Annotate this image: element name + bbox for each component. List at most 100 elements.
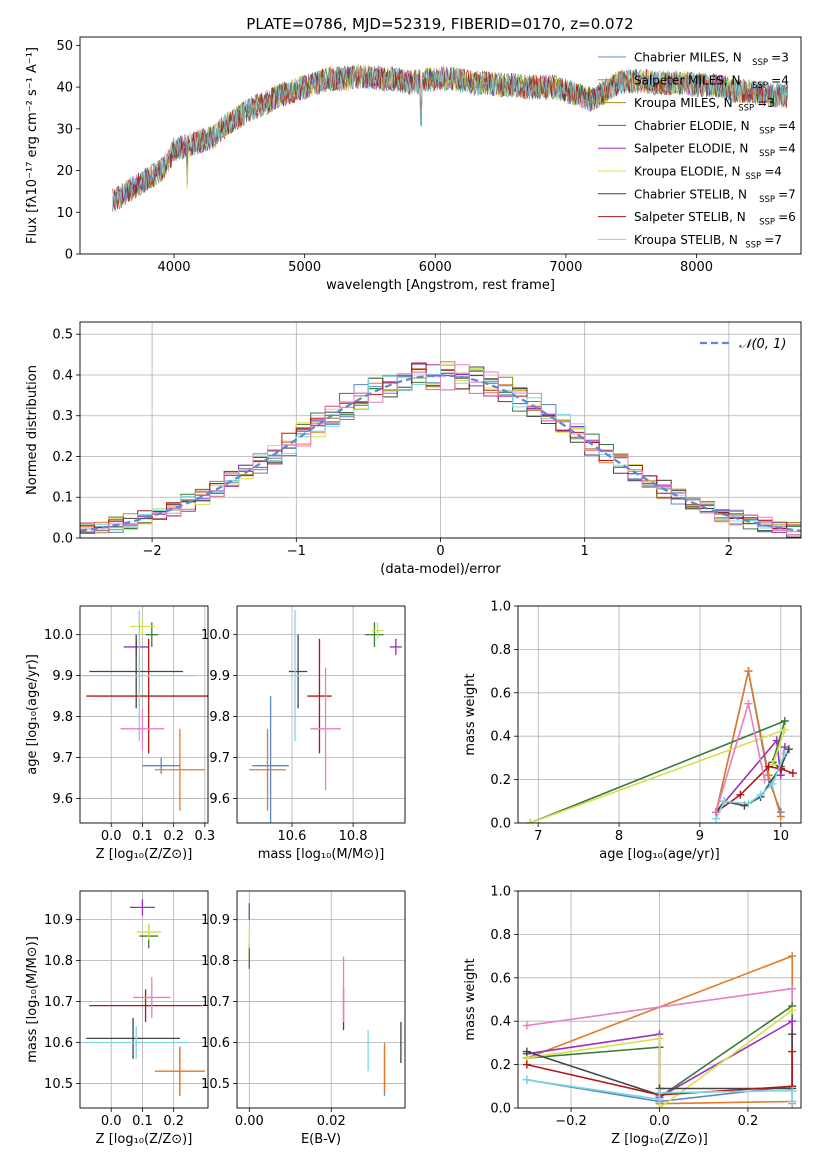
weight-vs-age-panel: 7 8 9 10 0.0 0.2 0.4 0.6 0.8 1.0 age [log₁₀(age/yr… [463, 600, 802, 862]
y-tick-label: 9.8 [209, 710, 230, 725]
x-tick-label: 1 [581, 544, 589, 559]
axes-frame [79, 890, 209, 1109]
weight-marker [655, 1088, 664, 1097]
weight-marker [522, 1047, 531, 1056]
x-tick-label: 5000 [288, 260, 321, 275]
plot-area [249, 610, 402, 823]
weight-marker [788, 1097, 797, 1106]
grid-lines [80, 891, 208, 1108]
legend-subscript: SSP [759, 218, 775, 228]
x-tick-label: 0.02 [317, 1114, 346, 1129]
legend-label: Salpeter ELODIE, N [634, 142, 748, 156]
y-tick-label: 10.7 [201, 995, 230, 1010]
y-tick-label: 10.0 [201, 628, 230, 643]
y-tick-label: 9.6 [52, 792, 73, 807]
x-tick-label: 0.0 [101, 1114, 122, 1129]
y-tick-label: 20 [56, 164, 73, 179]
y-tick-label: 0.1 [52, 491, 73, 506]
x-tick-label: 6000 [419, 260, 452, 275]
x-tick-label: 7 [534, 829, 542, 844]
legend-label: 𝒩(0, 1) [739, 337, 786, 352]
grid-lines [237, 891, 405, 1108]
y-tick-label: 0.5 [52, 328, 73, 343]
y-axis-label: mass weight [463, 673, 478, 755]
weight-marker [760, 775, 769, 784]
y-tick-label: 0.6 [490, 971, 511, 986]
weight-marker [522, 1021, 531, 1030]
legend-label: Chabrier ELODIE, N [634, 119, 750, 133]
y-tick-label: 0 [65, 248, 73, 263]
legend-value: =6 [778, 210, 796, 224]
plot-area [80, 361, 801, 538]
y-tick-label: 40 [56, 81, 73, 96]
x-tick-label: 0.3 [195, 829, 216, 844]
plot-area [522, 952, 797, 1108]
y-axis-label: mass [log₁₀(M/M⊙)] [25, 936, 40, 1063]
weight-marker [788, 1047, 797, 1056]
weight-marker [744, 699, 753, 708]
mass-vs-ebv-panel: 0.00 0.02 10.5 10.6 10.7 10.8 10.9 E(B-V) [201, 890, 406, 1147]
weight-marker [655, 1034, 664, 1043]
weight-marker [776, 812, 785, 821]
plot-area [83, 899, 205, 1096]
weight-marker [768, 779, 777, 788]
y-tick-label: 10.5 [201, 1077, 230, 1092]
legend-subscript: SSP [759, 195, 775, 205]
legend-value: =4 [771, 73, 789, 87]
x-tick-label: 0.2 [163, 1114, 184, 1129]
legend-subscript: SSP [752, 81, 768, 91]
weight-marker [788, 769, 797, 778]
x-tick-label: 8 [615, 829, 623, 844]
weight-marker [522, 1075, 531, 1084]
legend-value: =4 [778, 142, 796, 156]
y-tick-label: 0.4 [490, 730, 511, 745]
x-tick-label: 0.2 [163, 829, 184, 844]
x-tick-label: −1 [287, 544, 306, 559]
weight-marker [788, 952, 797, 961]
legend-label: Chabrier STELIB, N [634, 187, 747, 201]
y-tick-label: 30 [56, 122, 73, 137]
weight-vs-metallicity-panel: −0.2 0.0 0.2 0.0 0.2 0.4 0.6 0.8 1.0 Z [log₁₀(Z/Z… [463, 885, 802, 1147]
legend-value: =3 [771, 51, 789, 65]
y-tick-label: 0.2 [490, 773, 511, 788]
y-tick-label: 50 [56, 39, 73, 54]
y-tick-label: 9.9 [209, 669, 230, 684]
spectrum-line [112, 65, 788, 208]
y-tick-label: 0.8 [490, 643, 511, 658]
weight-marker [736, 790, 745, 799]
x-axis-label: Z [log₁₀(Z/Z⊙)] [96, 1132, 193, 1147]
x-axis-label: wavelength [Angstrom, rest frame] [326, 278, 555, 293]
mass-vs-metallicity-panel: 0.0 0.1 0.2 10.5 10.6 10.7 10.8 10.9 Z [log₁₀(Z/… [25, 890, 209, 1147]
x-axis-label: E(B-V) [301, 1132, 341, 1147]
legend-label: Kroupa STELIB, N [634, 233, 738, 247]
weight-line [715, 670, 782, 813]
legend-subscript: SSP [759, 149, 775, 159]
weight-marker [764, 762, 773, 771]
weight-marker [788, 1017, 797, 1026]
weight-marker [772, 736, 781, 745]
y-tick-label: 9.8 [52, 710, 73, 725]
legend-label: Salpeter MILES, N [634, 73, 741, 87]
weight-line [526, 1051, 793, 1096]
axes-frame [517, 605, 802, 824]
y-tick-label: 10.8 [44, 954, 73, 969]
legend-subscript: SSP [752, 58, 768, 68]
weight-marker [788, 984, 797, 993]
legend-label: Kroupa ELODIE, N [634, 165, 741, 179]
weight-marker [780, 717, 789, 726]
x-tick-label: 10.8 [339, 829, 368, 844]
y-tick-label: 9.6 [209, 792, 230, 807]
legend-subscript: SSP [759, 126, 775, 136]
x-tick-label: 4000 [157, 260, 190, 275]
weight-marker [780, 725, 789, 734]
legend-subscript: SSP [738, 104, 754, 114]
figure-title: PLATE=0786, MJD=52319, FIBERID=0170, z=0… [246, 15, 633, 33]
weight-marker [788, 1030, 797, 1039]
plot-area [526, 667, 797, 823]
weight-marker [712, 808, 721, 817]
weight-line [526, 1009, 793, 1108]
x-tick-label: −0.2 [555, 1114, 587, 1129]
y-tick-label: 10.6 [201, 1036, 230, 1051]
x-tick-label: 0.0 [101, 829, 122, 844]
x-tick-label: 0.1 [132, 1114, 153, 1129]
